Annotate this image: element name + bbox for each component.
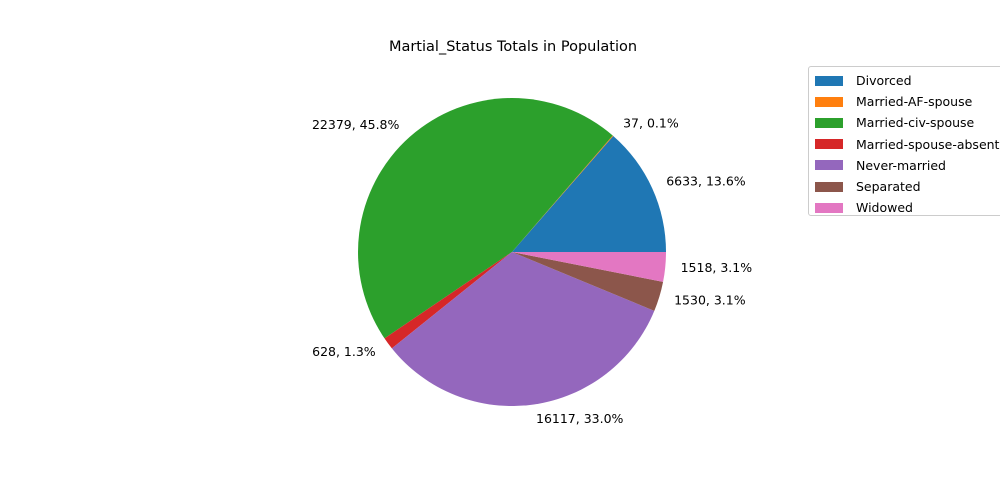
legend-item-separated: Separated xyxy=(815,176,1000,197)
legend-label: Widowed xyxy=(856,200,913,216)
legend-label: Married-spouse-absent xyxy=(856,136,1000,152)
legend-swatch xyxy=(815,202,843,213)
legend-label: Divorced xyxy=(856,73,912,89)
legend-swatch xyxy=(815,96,843,107)
pie-slice-married-spouse-absent xyxy=(384,252,512,349)
legend-swatch xyxy=(815,75,843,86)
slice-label-married-civ-spouse: 22379, 45.8% xyxy=(312,117,400,132)
legend-swatch xyxy=(815,181,843,192)
pie-slice-never-married xyxy=(391,252,655,406)
legend-swatch xyxy=(815,139,843,150)
pie-slices xyxy=(358,98,666,406)
legend-label: Separated xyxy=(856,179,921,195)
legend-swatch xyxy=(815,117,843,128)
legend-item-widowed: Widowed xyxy=(815,197,1000,216)
legend-label: Never-married xyxy=(856,157,946,173)
pie-slice-married-af-spouse xyxy=(512,135,614,252)
legend-swatch xyxy=(815,160,843,171)
pie-slice-married-civ-spouse xyxy=(358,98,613,339)
legend-item-married-af-spouse: Married-AF-spouse xyxy=(815,91,1000,112)
legend-label: Married-AF-spouse xyxy=(856,94,973,110)
slice-label-married-spouse-absent: 628, 1.3% xyxy=(312,344,376,359)
slice-label-divorced: 6633, 13.6% xyxy=(666,173,746,188)
pie-slice-labels: 6633, 13.6% 37, 0.1% 22379, 45.8% 628, 1.3%… xyxy=(312,116,752,427)
chart-title: Martial_Status Totals in Population xyxy=(389,39,637,55)
legend-item-married-spouse-absent: Married-spouse-absent xyxy=(815,134,1000,155)
legend-item-married-civ-spouse: Married-civ-spouse xyxy=(815,112,1000,133)
pie-slice-widowed xyxy=(512,252,666,282)
pie-slice-divorced xyxy=(512,135,666,252)
slice-label-separated: 1530, 3.1% xyxy=(674,293,746,308)
slice-label-widowed: 1518, 3.1% xyxy=(681,260,753,275)
legend-label: Married-civ-spouse xyxy=(856,115,975,131)
legend-item-never-married: Never-married xyxy=(815,155,1000,176)
legend: Divorced Married-AF-spouse Married-civ-s… xyxy=(808,66,1000,216)
pie-slice-separated xyxy=(512,252,664,311)
slice-label-married-af-spouse: 37, 0.1% xyxy=(623,116,679,131)
legend-item-divorced: Divorced xyxy=(815,70,1000,91)
slice-label-never-married: 16117, 33.0% xyxy=(536,411,624,426)
